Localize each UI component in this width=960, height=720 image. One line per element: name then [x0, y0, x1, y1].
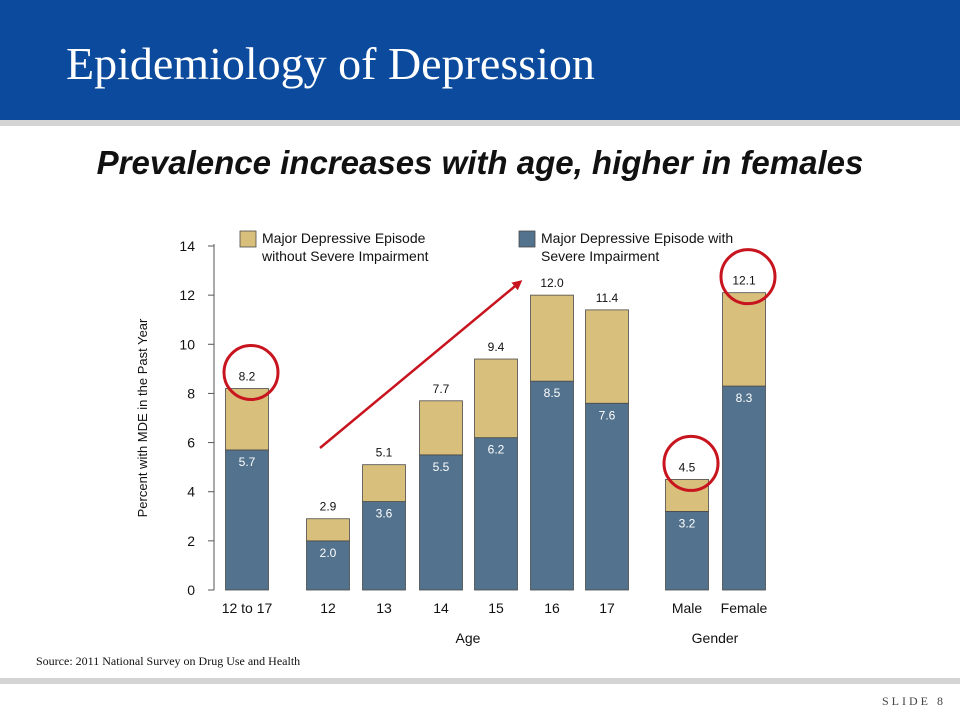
bar-value-label: 8.5	[544, 386, 561, 400]
y-tick-label: 14	[179, 238, 195, 254]
x-tick-label: Female	[721, 600, 768, 616]
bar-without-severe	[722, 292, 766, 387]
bar-without-severe	[362, 464, 406, 502]
x-tick-label: Male	[672, 600, 703, 616]
highlight-circle	[222, 344, 280, 402]
bar-without-severe	[419, 400, 463, 456]
highlight-circle	[662, 434, 720, 492]
bar-without-severe	[474, 358, 518, 439]
x-tick-label: 15	[488, 600, 504, 616]
x-tick-label: 14	[433, 600, 449, 616]
source-note: Source: 2011 National Survey on Drug Use…	[36, 654, 301, 668]
legend-label-without-severe: without Severe Impairment	[261, 248, 429, 264]
y-axis-title: Percent with MDE in the Past Year	[135, 318, 150, 517]
legend-swatch-without-severe	[239, 230, 257, 248]
bar-value-label: 5.5	[433, 460, 450, 474]
slide-label: SLIDE	[882, 694, 931, 708]
bar-with-severe	[225, 449, 269, 591]
y-tick-label: 8	[187, 385, 195, 401]
slide-subtitle: Prevalence increases with age, higher in…	[96, 144, 864, 181]
bar-total-label: 8.2	[239, 370, 256, 384]
bar-value-label: 8.3	[736, 391, 753, 405]
bar-with-severe	[419, 454, 463, 591]
y-tick-label: 12	[179, 287, 195, 303]
slide-number: SLIDE 8	[882, 694, 946, 709]
bar-value-label: 5.7	[239, 455, 256, 469]
x-group-label: Gender	[692, 630, 739, 646]
bar-with-severe	[362, 501, 406, 591]
bar-with-severe	[722, 385, 766, 591]
bar-value-label: 2.0	[320, 546, 337, 560]
bar-total-label: 4.5	[679, 460, 696, 474]
title-bar	[0, 0, 960, 120]
bar-without-severe	[665, 479, 709, 512]
y-tick-label: 10	[179, 336, 195, 352]
bar-value-label: 3.6	[376, 507, 393, 521]
footer-divider	[0, 678, 960, 684]
bar-total-label: 12.0	[540, 276, 564, 290]
slide-title: Epidemiology of Depression	[66, 38, 595, 89]
bar-with-severe	[306, 540, 350, 591]
trend-arrow	[319, 280, 523, 449]
x-tick-label: 17	[599, 600, 615, 616]
y-tick-label: 4	[187, 484, 195, 500]
y-tick-label: 0	[187, 582, 195, 598]
bar-with-severe	[530, 380, 574, 591]
bar-with-severe	[585, 402, 629, 591]
y-tick-label: 2	[187, 533, 195, 549]
y-tick-label: 6	[187, 435, 195, 451]
bar-total-label: 5.1	[376, 446, 393, 460]
legend-swatch-with-severe	[518, 230, 536, 248]
bar-value-label: 6.2	[488, 443, 505, 457]
bar-total-label: 9.4	[488, 340, 505, 354]
bar-total-label: 7.7	[433, 382, 450, 396]
slide-number-value: 8	[937, 694, 946, 708]
bar-without-severe	[585, 309, 629, 404]
legend-label-without-severe: Major Depressive Episode	[262, 230, 426, 246]
bar-without-severe	[530, 294, 574, 382]
bar-total-label: 11.4	[596, 291, 619, 305]
highlight-circle	[719, 248, 777, 306]
x-group-label: Age	[456, 630, 481, 646]
x-tick-label: 16	[544, 600, 560, 616]
bar-value-label: 3.2	[679, 516, 696, 530]
legend-label-with-severe: Major Depressive Episode with	[541, 230, 733, 246]
x-tick-label: 13	[376, 600, 392, 616]
bar-value-label: 7.6	[599, 408, 616, 422]
x-tick-label: 12	[320, 600, 336, 616]
x-tick-label: 12 to 17	[222, 600, 273, 616]
header-divider	[0, 120, 960, 126]
bar-with-severe	[665, 510, 709, 591]
bar-without-severe	[306, 518, 350, 542]
bar-total-label: 12.1	[732, 274, 756, 288]
legend-label-with-severe: Severe Impairment	[541, 248, 659, 264]
bar-with-severe	[474, 437, 518, 591]
bar-total-label: 2.9	[320, 500, 337, 514]
